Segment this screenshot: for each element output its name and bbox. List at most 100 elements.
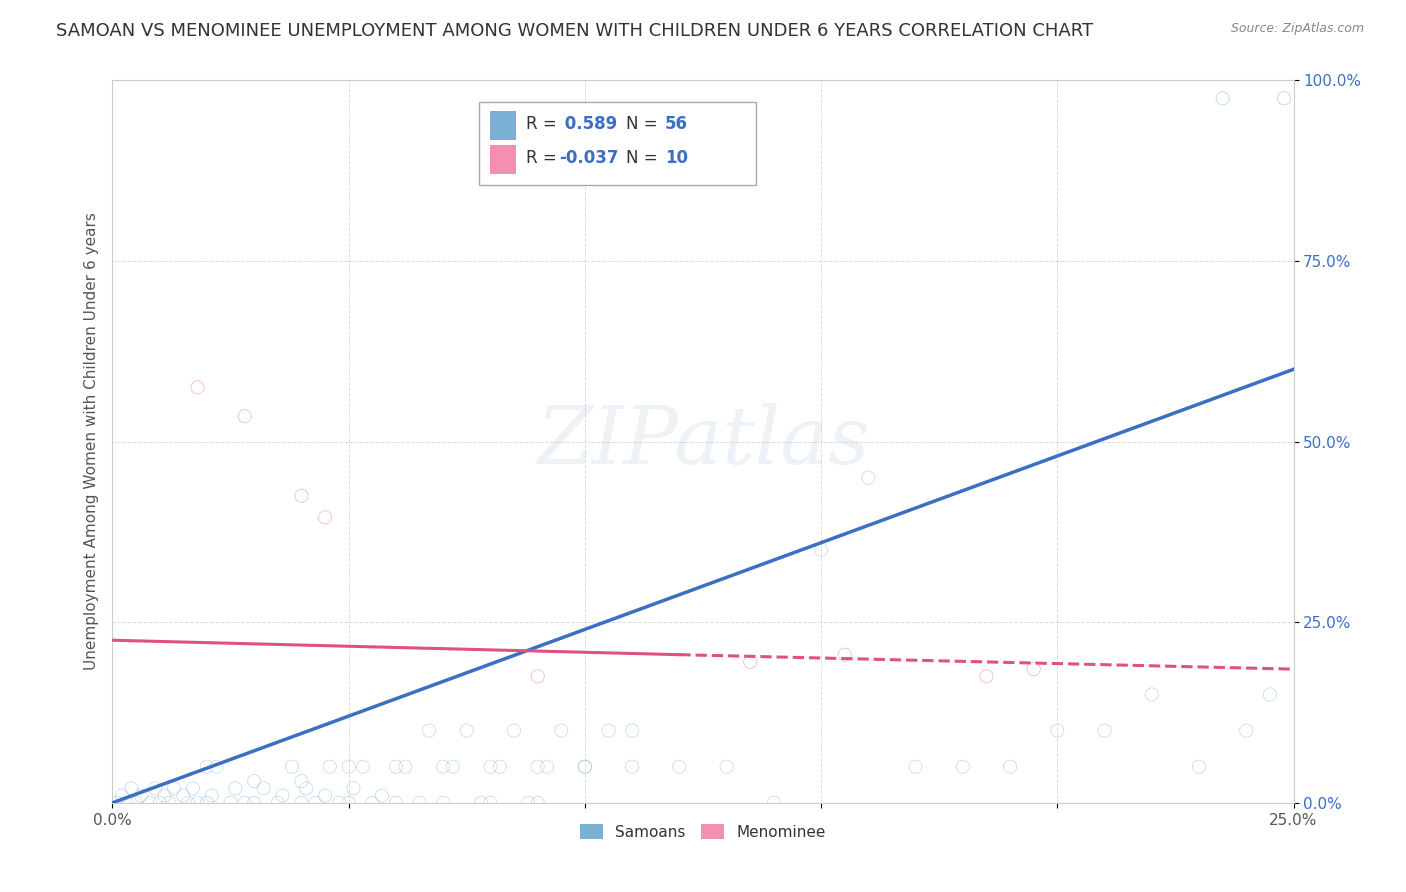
Point <box>186 796 208 810</box>
Point <box>195 796 218 810</box>
Point <box>253 781 276 796</box>
Point <box>432 796 454 810</box>
Text: N =: N = <box>626 149 664 168</box>
Y-axis label: Unemployment Among Women with Children Under 6 years: Unemployment Among Women with Children U… <box>83 212 98 671</box>
Point <box>479 796 502 810</box>
Point <box>304 796 326 810</box>
Point <box>716 760 738 774</box>
Point <box>224 781 246 796</box>
Point <box>233 796 256 810</box>
Point <box>111 789 134 803</box>
Text: 0.589: 0.589 <box>560 115 617 133</box>
Point <box>536 760 558 774</box>
Bar <box>491 145 516 174</box>
Point <box>952 760 974 774</box>
Text: SAMOAN VS MENOMINEE UNEMPLOYMENT AMONG WOMEN WITH CHILDREN UNDER 6 YEARS CORRELA: SAMOAN VS MENOMINEE UNEMPLOYMENT AMONG W… <box>56 22 1094 40</box>
Text: ZIPatlas: ZIPatlas <box>536 403 870 480</box>
Point <box>740 655 762 669</box>
Point <box>328 796 350 810</box>
Point <box>598 723 620 738</box>
Text: Source: ZipAtlas.com: Source: ZipAtlas.com <box>1230 22 1364 36</box>
Point <box>1212 91 1234 105</box>
Text: N =: N = <box>626 115 664 133</box>
Point <box>129 789 152 803</box>
Point <box>243 774 266 789</box>
Point <box>470 796 492 810</box>
Point <box>352 760 374 774</box>
Point <box>432 760 454 774</box>
Bar <box>491 111 516 139</box>
Point <box>371 789 394 803</box>
Point <box>205 760 228 774</box>
Point <box>1094 723 1116 738</box>
Point <box>1046 723 1069 738</box>
Text: R =: R = <box>526 115 562 133</box>
Point <box>1272 91 1295 105</box>
Point <box>281 760 304 774</box>
Point <box>271 789 294 803</box>
Point <box>1188 760 1211 774</box>
Point <box>163 781 186 796</box>
Point <box>479 760 502 774</box>
Point <box>904 760 927 774</box>
Point <box>418 723 440 738</box>
Point <box>762 796 785 810</box>
Point <box>976 669 998 683</box>
Point <box>172 789 194 803</box>
Point <box>621 723 644 738</box>
Point <box>621 760 644 774</box>
Point <box>441 760 464 774</box>
Point <box>342 781 364 796</box>
Point <box>550 723 572 738</box>
FancyBboxPatch shape <box>478 102 756 185</box>
Point <box>858 470 880 484</box>
Point <box>526 669 548 683</box>
Point <box>526 796 548 810</box>
Point <box>337 760 360 774</box>
Text: 56: 56 <box>665 115 688 133</box>
Point <box>668 760 690 774</box>
Point <box>105 796 128 810</box>
Point <box>290 489 312 503</box>
Point <box>290 774 312 789</box>
Point <box>219 796 242 810</box>
Point <box>503 723 526 738</box>
Point <box>314 789 336 803</box>
Point <box>385 760 408 774</box>
Point <box>1234 723 1257 738</box>
Point <box>314 510 336 524</box>
Point <box>295 781 318 796</box>
Point <box>125 796 148 810</box>
Point <box>1258 687 1281 701</box>
Point <box>517 796 540 810</box>
Point <box>408 796 430 810</box>
Point <box>186 380 208 394</box>
Point <box>267 796 290 810</box>
Point <box>394 760 416 774</box>
Point <box>456 723 478 738</box>
Text: R =: R = <box>526 149 562 168</box>
Point <box>139 796 162 810</box>
Point <box>177 796 200 810</box>
Point <box>337 796 360 810</box>
Point <box>489 760 512 774</box>
Point <box>115 796 138 810</box>
Legend: Samoans, Menominee: Samoans, Menominee <box>574 818 832 846</box>
Point <box>361 796 384 810</box>
Point <box>290 796 312 810</box>
Point <box>153 789 176 803</box>
Point <box>1022 662 1045 676</box>
Point <box>149 796 172 810</box>
Point <box>834 648 856 662</box>
Point <box>143 781 166 796</box>
Text: -0.037: -0.037 <box>560 149 619 168</box>
Point <box>810 542 832 557</box>
Point <box>157 796 180 810</box>
Point <box>526 760 548 774</box>
Text: 10: 10 <box>665 149 688 168</box>
Point <box>243 796 266 810</box>
Point <box>998 760 1021 774</box>
Point <box>385 796 408 810</box>
Point <box>1140 687 1163 701</box>
Point <box>319 760 342 774</box>
